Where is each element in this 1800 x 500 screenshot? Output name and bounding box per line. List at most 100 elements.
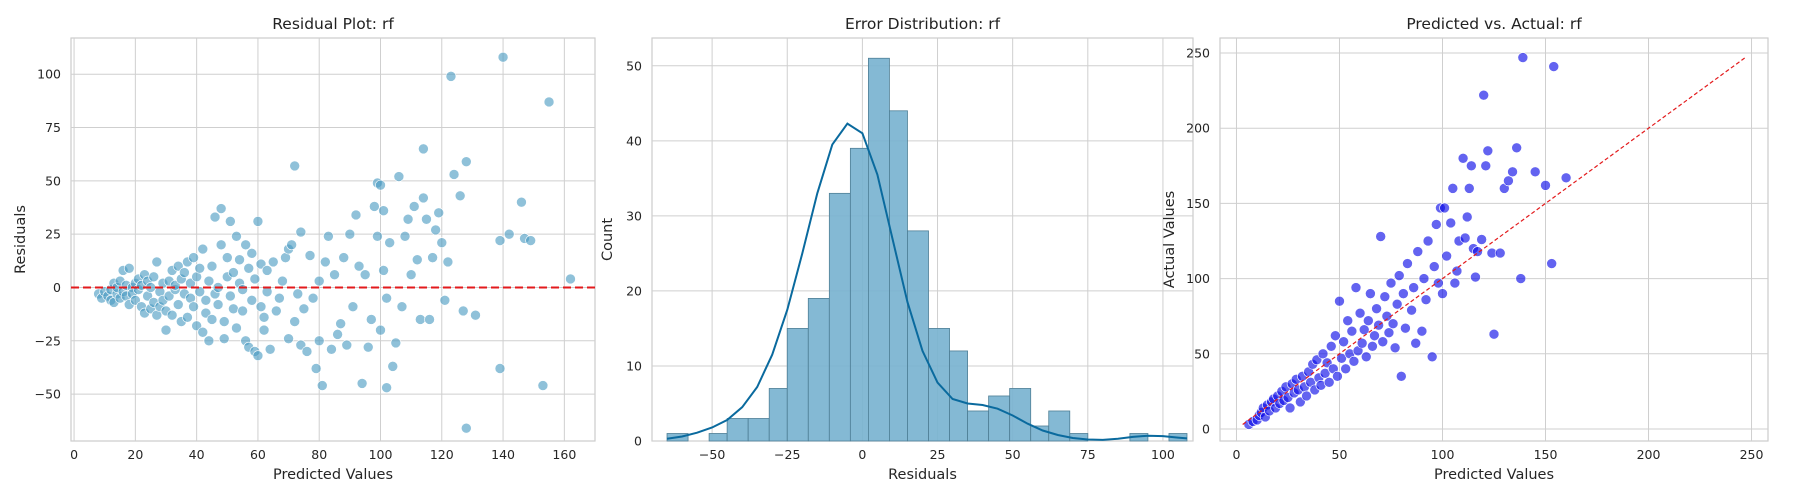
data-point (1360, 351, 1372, 363)
histogram-bar (967, 410, 990, 442)
data-point (1348, 356, 1360, 367)
data-point (1433, 277, 1444, 289)
data-point (228, 267, 239, 278)
y-tick-label: 0 (53, 280, 61, 295)
data-point (424, 314, 435, 325)
histogram-bar (708, 433, 728, 442)
data-point (160, 324, 172, 336)
y-tick-label: 200 (1186, 121, 1210, 136)
data-point (448, 169, 460, 180)
data-point (123, 262, 135, 274)
histogram-bar (786, 328, 809, 442)
data-point (1494, 247, 1506, 259)
data-point (1395, 371, 1407, 382)
data-point (274, 292, 285, 304)
data-point (1301, 390, 1312, 402)
data-point (258, 324, 270, 336)
data-point (194, 262, 206, 274)
data-point (320, 256, 331, 268)
data-point (286, 239, 297, 251)
data-point (231, 322, 242, 334)
data-point (1340, 363, 1351, 375)
data-point (307, 292, 319, 304)
data-point (1472, 246, 1483, 257)
data-point (1338, 336, 1349, 348)
data-point (206, 314, 218, 325)
data-point (344, 228, 356, 240)
data-point (341, 339, 353, 351)
x-tick-label: 25 (930, 447, 946, 462)
data-point (1363, 315, 1374, 327)
x-tick-label: 100 (1431, 447, 1455, 462)
data-point (1548, 61, 1560, 72)
data-point (188, 301, 199, 312)
data-point (215, 203, 227, 214)
y-tick-label: 40 (626, 133, 642, 148)
data-point (228, 303, 239, 315)
data-point (1463, 183, 1475, 194)
kde-curve (666, 122, 1188, 441)
data-point (292, 288, 304, 300)
data-point (381, 292, 392, 304)
data-point (1375, 231, 1386, 242)
histogram-bar (747, 418, 770, 442)
data-point (148, 271, 160, 283)
predicted-vs-actual-ticks: 0 50 100 150 200 250 0 50 100 150 200 250 (1186, 46, 1763, 462)
data-point (375, 179, 386, 191)
data-point (350, 209, 362, 221)
y-tick-label: 30 (626, 208, 642, 223)
data-point (359, 269, 371, 280)
data-point (1383, 327, 1395, 339)
data-point (402, 213, 414, 225)
data-point (258, 312, 270, 323)
data-point (1367, 340, 1378, 352)
data-point (338, 252, 350, 263)
y-tick-label: 10 (626, 358, 642, 373)
data-point (411, 254, 423, 266)
y-tick-label: −50 (35, 387, 61, 402)
x-tick-label: 140 (491, 447, 515, 462)
data-point (237, 305, 248, 317)
residual-points (93, 51, 576, 434)
data-point (1412, 246, 1424, 257)
data-point (1449, 277, 1461, 289)
residual-plot-ticks: 0 20 40 60 80 100 120 140 160 −50 −25 0 25 50 75 100 (35, 67, 577, 462)
data-point (316, 380, 328, 391)
data-point (372, 231, 383, 242)
error-distribution-panel: −50 −25 0 25 50 75 100 0 10 20 30 40 50 Error Distri… (600, 15, 1194, 483)
data-point (381, 382, 392, 393)
x-tick-label: 60 (250, 447, 266, 462)
data-point (393, 171, 405, 182)
data-point (439, 294, 451, 306)
histogram-bars (666, 57, 1188, 442)
data-point (1330, 330, 1341, 342)
data-point (200, 307, 212, 319)
x-tick-label: −50 (699, 447, 725, 462)
data-point (1389, 342, 1401, 354)
data-point (197, 326, 209, 338)
histogram-bar (868, 57, 890, 442)
data-point (255, 258, 267, 270)
data-point (442, 256, 454, 268)
data-point (1437, 288, 1448, 299)
data-point (457, 305, 469, 317)
y-tick-label: 100 (37, 67, 61, 82)
data-point (218, 316, 230, 327)
data-point (565, 273, 576, 285)
data-point (1420, 294, 1432, 305)
data-point (249, 273, 261, 285)
data-point (277, 275, 288, 287)
histogram-bar (726, 418, 749, 442)
predicted-vs-actual-xlabel: Predicted Values (1434, 467, 1554, 483)
data-point (433, 207, 445, 219)
data-point (378, 205, 389, 217)
data-point (494, 363, 506, 374)
y-tick-label: 150 (1186, 196, 1210, 211)
predicted-vs-actual-panel: 0 50 100 150 200 250 0 50 100 150 200 250 Predicted… (1162, 15, 1769, 483)
data-point (246, 248, 258, 259)
data-point (421, 213, 432, 225)
data-point (271, 305, 282, 317)
kde-curve-layer (666, 122, 1188, 441)
data-point (1459, 232, 1471, 244)
